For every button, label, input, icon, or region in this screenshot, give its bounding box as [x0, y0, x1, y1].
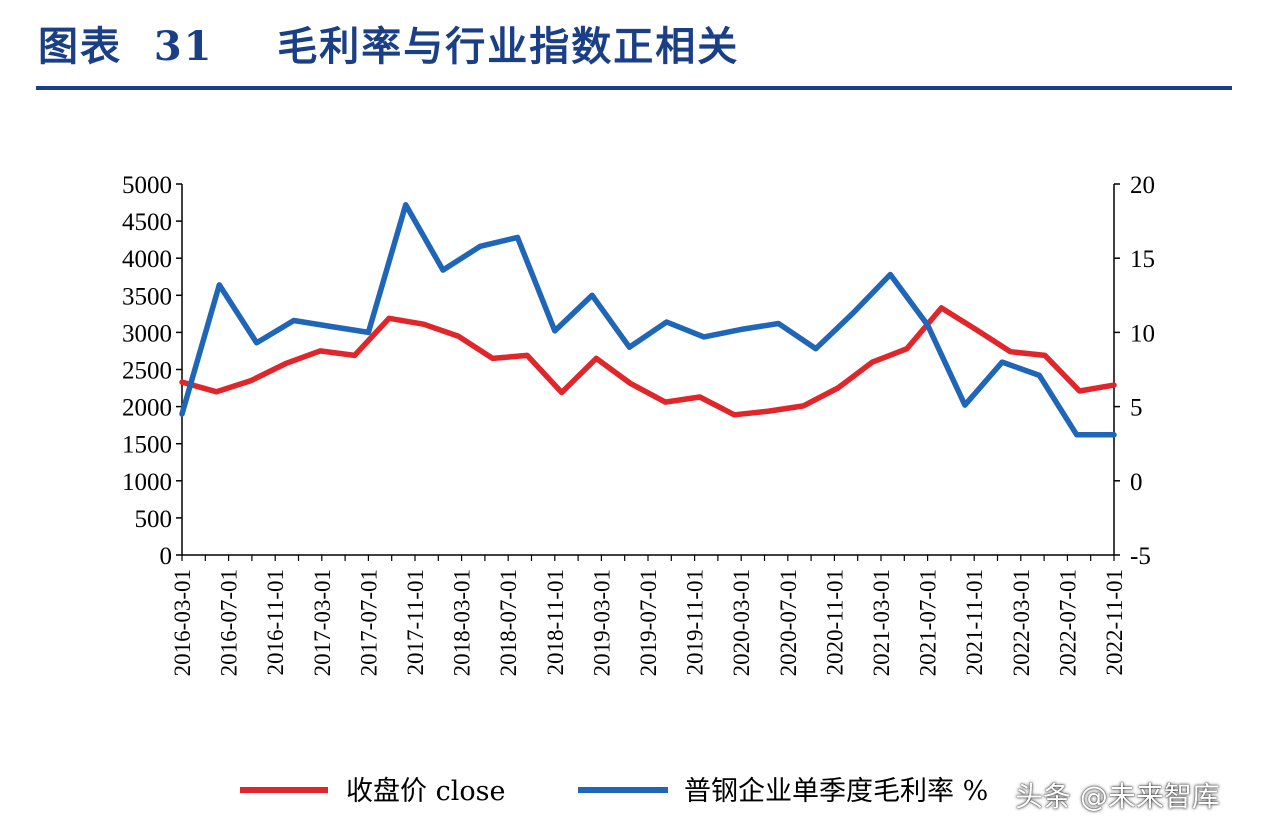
legend-label-close: 收盘价 close	[346, 776, 505, 807]
x-tick-label: 2016-03-01	[170, 569, 195, 676]
x-tick-label: 2019-07-01	[636, 569, 661, 676]
y-left-tick-label: 3000	[122, 320, 172, 347]
x-tick-label: 2021-11-01	[962, 569, 987, 675]
y-left-tick-label: 2500	[122, 358, 172, 385]
legend: 收盘价 close 普钢企业单季度毛利率 %	[240, 776, 988, 807]
y-right-tick-label: -5	[1130, 543, 1151, 570]
x-tick-label: 2018-11-01	[543, 569, 568, 675]
y-left-tick-label: 500	[135, 506, 173, 533]
x-tick-label: 2016-07-01	[217, 569, 242, 676]
y-left-tick-label: 1500	[122, 432, 172, 459]
legend-label-margin: 普钢企业单季度毛利率 %	[684, 776, 988, 807]
series-layer	[179, 202, 1117, 438]
y-left-tick-label: 5000	[122, 172, 172, 199]
x-tick-label: 2021-07-01	[916, 569, 941, 676]
y-right-tick-label: 20	[1130, 172, 1155, 199]
x-tick-label: 2021-03-01	[869, 569, 894, 676]
chart-title: 图表 31 毛利率与行业指数正相关	[38, 23, 740, 70]
x-tick-label: 2017-03-01	[310, 569, 335, 676]
series-line-close	[179, 305, 1117, 418]
x-tick-label: 2020-07-01	[776, 569, 801, 676]
x-tick-label: 2019-03-01	[589, 569, 614, 676]
y-left-tick-label: 3500	[122, 283, 172, 310]
y-left-tick-label: 4500	[122, 209, 172, 236]
series-line-margin	[179, 202, 1117, 438]
x-tick-label: 2020-03-01	[729, 569, 754, 676]
x-tick-label: 2022-07-01	[1055, 569, 1080, 676]
x-tick-label: 2018-03-01	[450, 569, 475, 676]
x-tick-label: 2019-11-01	[683, 569, 708, 675]
axes-layer: 0 500 1000 1500 2000 2500 3000 3500 4000 4500 5000…	[122, 172, 1155, 676]
y-right-tick-label: 0	[1130, 469, 1143, 496]
y-left-tick-label: 2000	[122, 395, 172, 422]
x-tick-label: 2022-11-01	[1102, 569, 1127, 675]
title-underline	[36, 86, 1232, 90]
x-tick-label: 2017-11-01	[403, 569, 428, 675]
x-tick-label: 2020-11-01	[822, 569, 847, 675]
y-right-tick-label: 10	[1130, 320, 1155, 347]
x-tick-label: 2016-11-01	[263, 569, 288, 675]
y-right-tick-label: 15	[1130, 246, 1155, 273]
y-left-tick-label: 1000	[122, 469, 172, 496]
x-tick-label: 2022-03-01	[1009, 569, 1034, 676]
y-left-tick-label: 4000	[122, 246, 172, 273]
watermark: 头条 @未来智库	[1015, 780, 1220, 813]
y-left-tick-label: 0	[160, 543, 173, 570]
x-tick-label: 2017-07-01	[356, 569, 381, 676]
x-tick-label: 2018-07-01	[496, 569, 521, 676]
y-right-tick-label: 5	[1130, 395, 1143, 422]
